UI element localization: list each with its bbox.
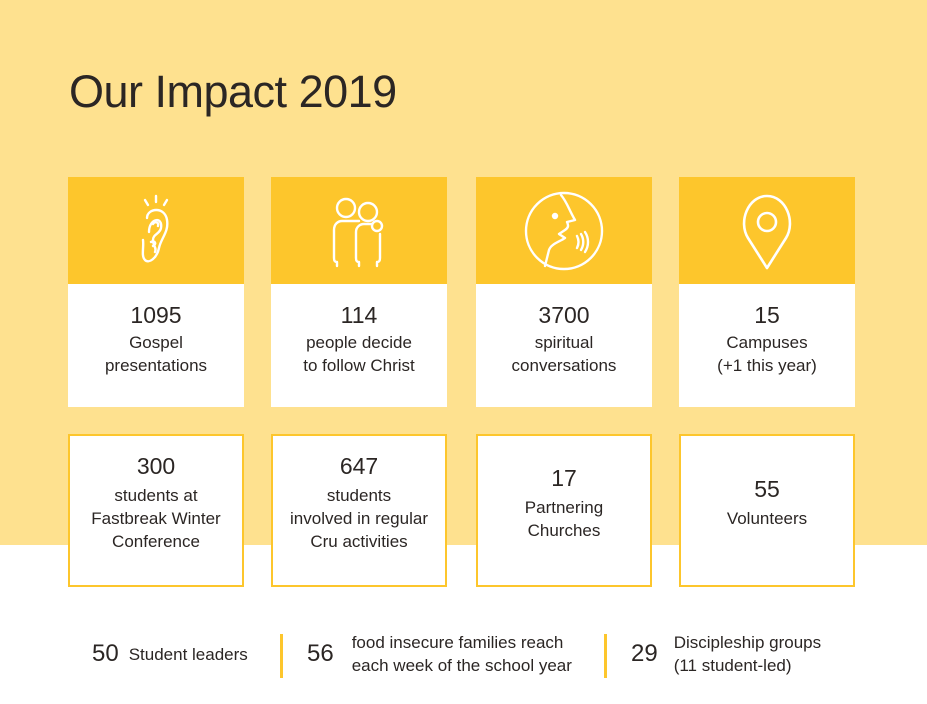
stats-row: 50 Student leaders 56 food insecure fami… <box>0 628 927 680</box>
stat-student-leaders: 50 Student leaders <box>92 628 248 680</box>
card-number: 17 <box>551 464 577 491</box>
location-pin-icon <box>742 194 792 269</box>
stat-label-line1: Discipleship groups <box>673 633 822 652</box>
card-label-line2: (+1 this year) <box>717 356 817 375</box>
page-title: Our Impact 2019 <box>69 66 397 117</box>
card-label-line2: conversations <box>511 356 617 375</box>
card-number: 647 <box>339 453 379 479</box>
ear-icon <box>141 194 169 262</box>
card-icon-area <box>68 177 244 284</box>
card-label-line2: presentations <box>104 356 208 375</box>
card-icon-area <box>271 177 447 284</box>
divider <box>604 634 607 678</box>
card-icon-area <box>679 177 855 284</box>
impact-card-decisions: 114 people decide to follow Christ <box>271 177 447 407</box>
card-label-line1: Campuses <box>726 333 808 352</box>
stat-number: 29 <box>631 640 658 667</box>
card-label-line1: Partnering <box>524 497 604 517</box>
stat-food-insecure-families: 56 food insecure families reach each wee… <box>307 628 572 680</box>
stat-label: food insecure families reach each week o… <box>352 631 572 677</box>
card-number: 114 <box>340 302 378 328</box>
card-label-line1: people decide <box>306 333 412 352</box>
stat-label-line2: (11 student-led) <box>673 656 792 675</box>
card-number: 55 <box>754 476 780 502</box>
card-label-line3: Conference <box>112 532 200 551</box>
card-label-line1: Volunteers <box>726 509 808 528</box>
card-label-line1: students at <box>114 486 198 505</box>
card-number: 300 <box>136 453 176 479</box>
impact-card-fastbreak: 300 students at Fastbreak Winter Confere… <box>68 434 244 587</box>
impact-card-gospel-presentations: 1095 Gospel presentations <box>68 177 244 407</box>
stat-discipleship-groups: 29 Discipleship groups (11 student-led) <box>631 628 821 680</box>
stat-label: Discipleship groups (11 student-led) <box>674 631 821 677</box>
card-icon-area <box>476 177 652 284</box>
impact-card-campuses: 15 Campuses (+1 this year) <box>679 177 855 407</box>
stat-number: 56 <box>307 640 334 667</box>
card-label-line2: involved in regular <box>290 509 428 528</box>
stat-label: Student leaders <box>128 644 248 664</box>
card-label-line3: Cru activities <box>310 532 408 551</box>
impact-card-spiritual-conversations: 3700 spiritual conversations <box>476 177 652 407</box>
card-label-line1: spiritual <box>534 333 594 352</box>
card-label-line2: Fastbreak Winter <box>91 509 221 528</box>
impact-card-students-involved: 647 students involved in regular Cru act… <box>271 434 447 587</box>
card-label-line2: Churches <box>527 520 601 540</box>
stat-label-line2: each week of the school year <box>351 656 572 675</box>
card-label-line2: to follow Christ <box>303 356 415 375</box>
impact-card-partnering-churches: 17 Partnering Churches <box>476 434 652 587</box>
card-number: 3700 <box>538 302 590 328</box>
divider <box>280 634 283 678</box>
impact-card-volunteers: 55 Volunteers <box>679 434 855 587</box>
card-label-line1: students <box>326 486 392 505</box>
card-number: 1095 <box>130 302 182 328</box>
people-icon <box>332 197 384 267</box>
card-label-line1: Gospel <box>129 333 183 352</box>
speaking-head-icon <box>524 191 604 270</box>
stat-label-line1: food insecure families reach <box>351 633 564 652</box>
card-number: 15 <box>754 302 780 328</box>
stat-number: 50 <box>92 640 119 667</box>
